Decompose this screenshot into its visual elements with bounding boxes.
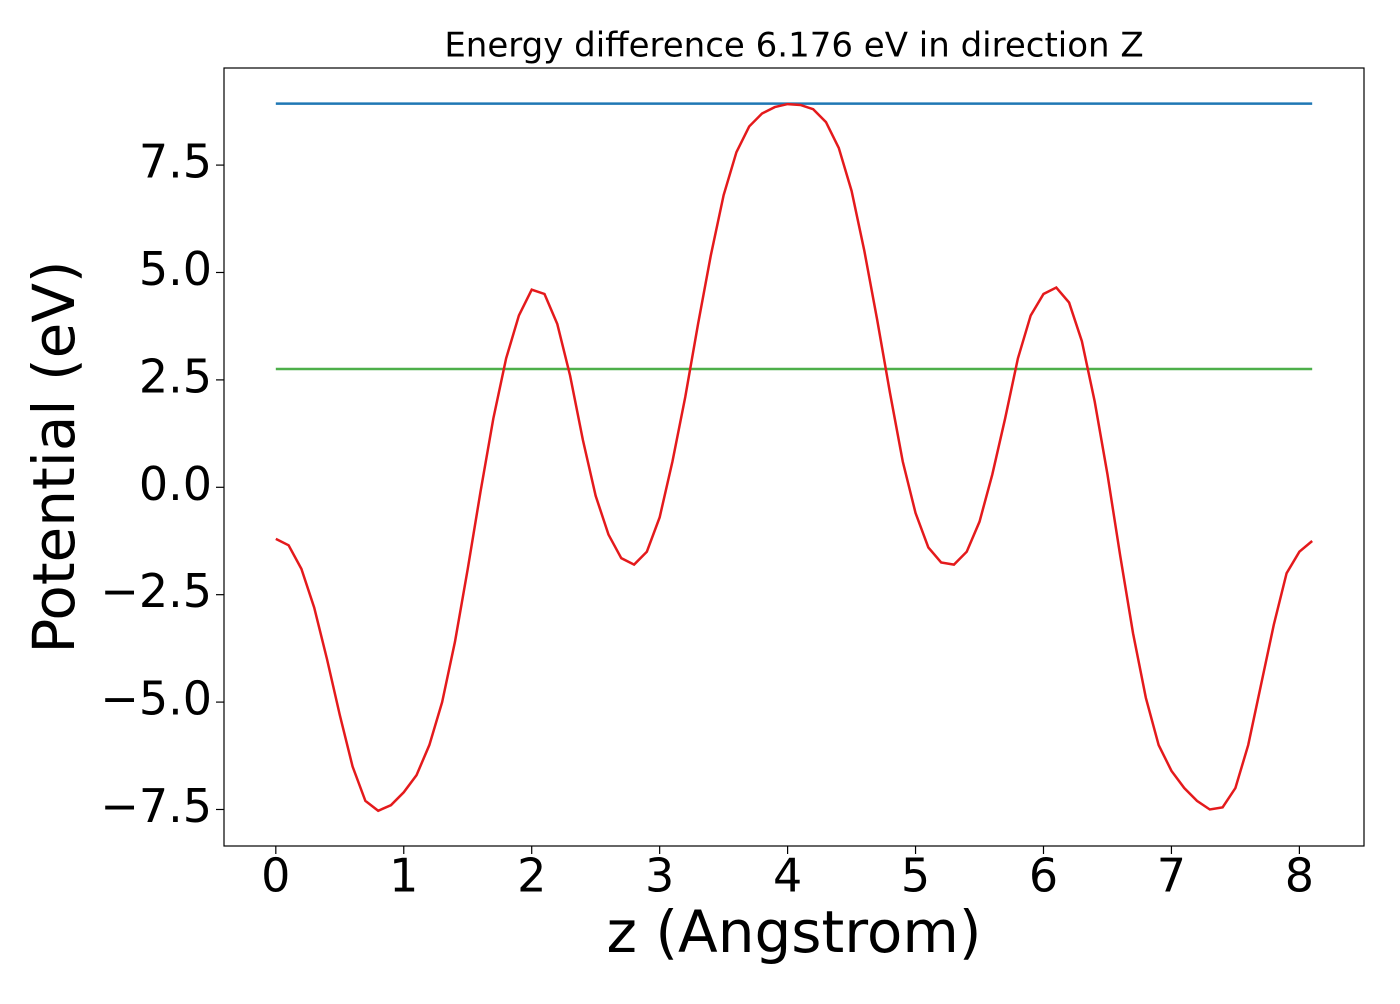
plot-frame [223,67,1365,847]
x-tick-label: 4 [773,849,802,903]
y-tick-label: −2.5 [100,564,212,618]
x-tick-label: 6 [1029,849,1058,903]
y-tick-label: 7.5 [139,135,212,189]
x-tick-label: 2 [517,849,546,903]
y-tick-label: 5.0 [139,242,212,296]
x-tick-label: 3 [645,849,674,903]
x-tick-label: 0 [261,849,290,903]
series-line [275,102,1313,813]
x-tick-label: 1 [389,849,418,903]
y-axis-label: Potential (eV) [20,260,88,653]
x-axis-label: z (Angstrom) [607,898,982,966]
y-tick-label: −7.5 [100,779,212,833]
y-tick-label: 2.5 [139,349,212,403]
y-tick-label: 0.0 [139,457,212,511]
x-tick-label: 5 [901,849,930,903]
x-tick-label: 8 [1285,849,1314,903]
chart-title: Energy difference 6.176 eV in direction … [444,26,1143,66]
x-tick-label: 7 [1157,849,1186,903]
y-tick-label: −5.0 [100,672,212,726]
